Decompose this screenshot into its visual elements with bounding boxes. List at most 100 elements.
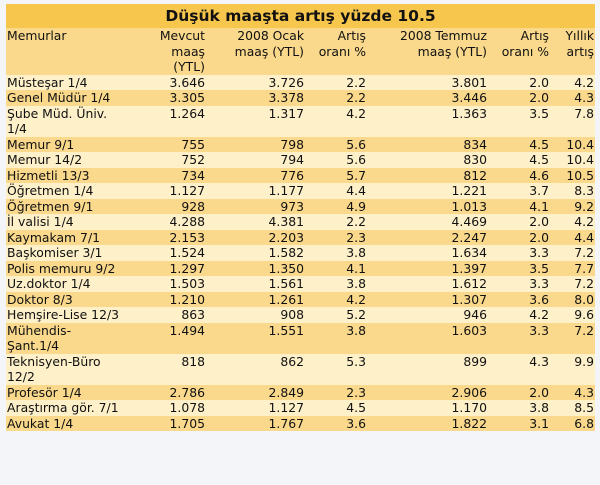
value-cell: 2.2 (346, 214, 366, 229)
table-row: Doktor 8/3 1.210 1.261 4.2 1.307 3.6 8.0 (6, 291, 595, 307)
value-cell: 8.0 (574, 291, 594, 307)
value-cell: 1.297 (169, 260, 205, 276)
value-cell: 1.561 (268, 276, 304, 291)
value-cell: 3.6 (529, 291, 549, 307)
value-cell: 2.3 (346, 384, 366, 400)
value-cell: 4.9 (346, 198, 366, 214)
value-cell: 4.469 (451, 214, 487, 229)
value-cell: 734 (181, 167, 205, 183)
table-row: Avukat 1/4 1.705 1.767 3.6 1.822 3.1 6.8 (6, 415, 595, 431)
table-row: Genel Müdür 1/4 3.305 3.378 2.2 3.446 2.0 4.3 (6, 90, 595, 106)
value-cell: 1.494 (169, 322, 205, 338)
column-header-line: Artış (337, 28, 366, 43)
position-cell: Memur 14/2 (7, 152, 83, 167)
column-header-line: Memurlar (7, 28, 67, 43)
value-cell: 5.6 (346, 136, 366, 152)
value-cell: 812 (463, 167, 487, 183)
value-cell: 4.1 (529, 198, 549, 214)
value-cell: 830 (463, 152, 487, 167)
value-cell: 973 (280, 198, 304, 214)
position-cell: Genel Müdür 1/4 (7, 90, 111, 105)
value-cell: 1.612 (451, 276, 487, 291)
position-cell: Kaymakam 7/1 (7, 229, 100, 245)
value-cell: 1.317 (268, 105, 304, 121)
value-cell: 3.8 (346, 322, 366, 338)
value-cell: 794 (280, 152, 304, 167)
value-cell: 9.6 (574, 307, 594, 322)
value-cell: 3.7 (529, 183, 549, 198)
value-cell: 4.2 (529, 307, 549, 322)
value-cell: 4.381 (268, 214, 304, 229)
table-row: Hemşire-Lise 12/3 863 908 5.2 946 4.2 9.6 (6, 307, 595, 323)
position-cell: Öğretmen 9/1 (7, 198, 94, 214)
value-cell: 3.305 (169, 90, 205, 105)
column-header-line: (YTL) (173, 59, 205, 74)
value-cell: 928 (181, 198, 205, 214)
value-cell: 3.446 (451, 90, 487, 105)
value-cell: 3.801 (451, 74, 487, 90)
value-cell: 3.3 (529, 245, 549, 260)
value-cell: 908 (280, 307, 304, 322)
column-header-line: 2008 Temmuz (399, 28, 487, 43)
value-cell: 946 (463, 307, 487, 322)
value-cell: 1.634 (451, 245, 487, 260)
position-cell: İl valisi 1/4 (7, 214, 74, 229)
position-cell: Müsteşar 1/4 (7, 74, 88, 90)
position-cell: Teknisyen-Büro 12/2 (7, 353, 101, 385)
value-cell: 1.170 (451, 400, 487, 415)
table-row: Başkomiser 3/1 1.524 1.582 3.8 1.634 3.3 7.2 (6, 245, 595, 261)
table-row: Uz.doktor 1/4 1.503 1.561 3.8 1.612 3.3 7.2 (6, 276, 595, 292)
value-cell: 4.5 (529, 152, 549, 167)
value-cell: 4.3 (529, 353, 549, 369)
salary-table: Memurlar Mevcut maaş (YTL) 2008 Ocak maaş (… (6, 28, 595, 431)
value-cell: 2.2 (346, 74, 366, 90)
header-row: Memurlar Mevcut maaş (YTL) 2008 Ocak maaş (… (6, 28, 595, 75)
position-cell: Doktor 8/3 (7, 291, 73, 307)
value-cell: 3.378 (268, 90, 304, 105)
column-header: Yıllık artış (550, 28, 595, 75)
value-cell: 6.8 (574, 415, 594, 431)
table-body: Müsteşar 1/4 3.646 3.726 2.2 3.801 2.0 4.2 Gene… (6, 74, 595, 431)
value-cell: 1.127 (268, 400, 304, 415)
column-header-line: Mevcut maaş (159, 28, 205, 59)
value-cell: 3.3 (529, 322, 549, 338)
value-cell: 3.1 (529, 415, 549, 431)
value-cell: 10.5 (566, 167, 594, 183)
salary-table-container: Düşük maaşta artış yüzde 10.5 Memurlar M… (6, 4, 595, 431)
value-cell: 1.013 (451, 198, 487, 214)
value-cell: 1.551 (268, 322, 304, 338)
column-header-line: oranı % (501, 43, 549, 59)
column-header-line: maaş (YTL) (234, 43, 304, 59)
value-cell: 4.5 (529, 136, 549, 152)
value-cell: 3.726 (268, 74, 304, 90)
value-cell: 8.5 (574, 400, 594, 415)
table-row: Öğretmen 1/4 1.127 1.177 4.4 1.221 3.7 8.3 (6, 183, 595, 199)
value-cell: 2.786 (169, 384, 205, 400)
value-cell: 863 (181, 307, 205, 322)
column-header-line: Artış (520, 28, 549, 43)
value-cell: 7.2 (574, 322, 594, 338)
value-cell: 2.247 (451, 229, 487, 245)
value-cell: 9.9 (574, 353, 594, 369)
table-row: Polis memuru 9/2 1.297 1.350 4.1 1.397 3.5 7.7 (6, 260, 595, 276)
column-header: Artış oranı % (305, 28, 367, 75)
table-title: Düşük maaşta artış yüzde 10.5 (6, 4, 595, 28)
value-cell: 2.0 (529, 90, 549, 105)
position-cell: Uz.doktor 1/4 (7, 276, 91, 291)
column-header: Artış oranı % (488, 28, 550, 75)
value-cell: 1.177 (268, 183, 304, 198)
value-cell: 1.363 (451, 105, 487, 121)
value-cell: 1.350 (268, 260, 304, 276)
column-header: 2008 Temmuz maaş (YTL) (367, 28, 488, 75)
column-header: 2008 Ocak maaş (YTL) (206, 28, 305, 75)
value-cell: 776 (280, 167, 304, 183)
value-cell: 862 (280, 353, 304, 369)
position-cell: Başkomiser 3/1 (7, 245, 103, 260)
value-cell: 4.4 (574, 229, 594, 245)
value-cell: 3.8 (529, 400, 549, 415)
value-cell: 7.2 (574, 276, 594, 291)
value-cell: 3.646 (169, 74, 205, 90)
table-row: Memur 14/2 752 794 5.6 830 4.5 10.4 (6, 152, 595, 168)
table-row: Hizmetli 13/3 734 776 5.7 812 4.6 10.5 (6, 167, 595, 183)
value-cell: 4.1 (346, 260, 366, 276)
